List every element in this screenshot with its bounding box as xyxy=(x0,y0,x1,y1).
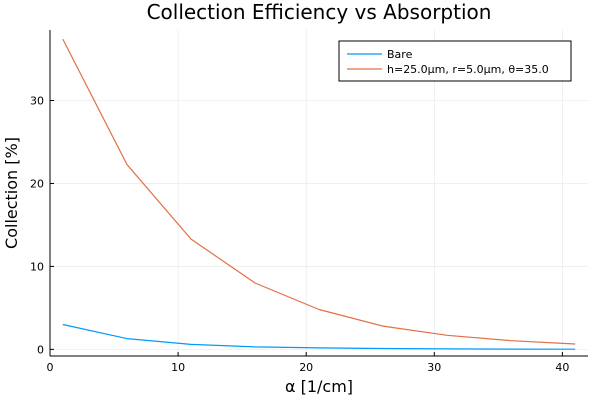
chart-title: Collection Efficiency vs Absorption xyxy=(147,0,492,24)
x-tick-label: 0 xyxy=(47,361,54,374)
series-line-bare xyxy=(62,323,576,350)
legend: Bare h=25.0μm, r=5.0μm, θ=35.0 xyxy=(338,40,572,82)
legend-box xyxy=(338,40,572,82)
x-tick-label: 40 xyxy=(555,361,569,374)
x-tick-label: 10 xyxy=(171,361,185,374)
y-tick-label: 20 xyxy=(30,177,44,190)
series xyxy=(62,38,576,350)
ticks: 0 10 20 30 40 0 10 20 30 xyxy=(30,95,569,374)
x-tick-label: 20 xyxy=(299,361,313,374)
y-tick-label: 0 xyxy=(37,343,44,356)
x-tick-label: 30 xyxy=(427,361,441,374)
y-axis-label: Collection [%] xyxy=(2,137,21,249)
grid xyxy=(49,30,588,356)
legend-label-structured: h=25.0μm, r=5.0μm, θ=35.0 xyxy=(387,63,549,76)
series-line-structured xyxy=(62,38,576,345)
y-tick-label: 10 xyxy=(30,260,44,273)
y-tick-label: 30 xyxy=(30,95,44,108)
axes xyxy=(49,30,588,357)
x-axis-label: α [1/cm] xyxy=(285,377,353,396)
legend-label-bare: Bare xyxy=(387,48,413,61)
